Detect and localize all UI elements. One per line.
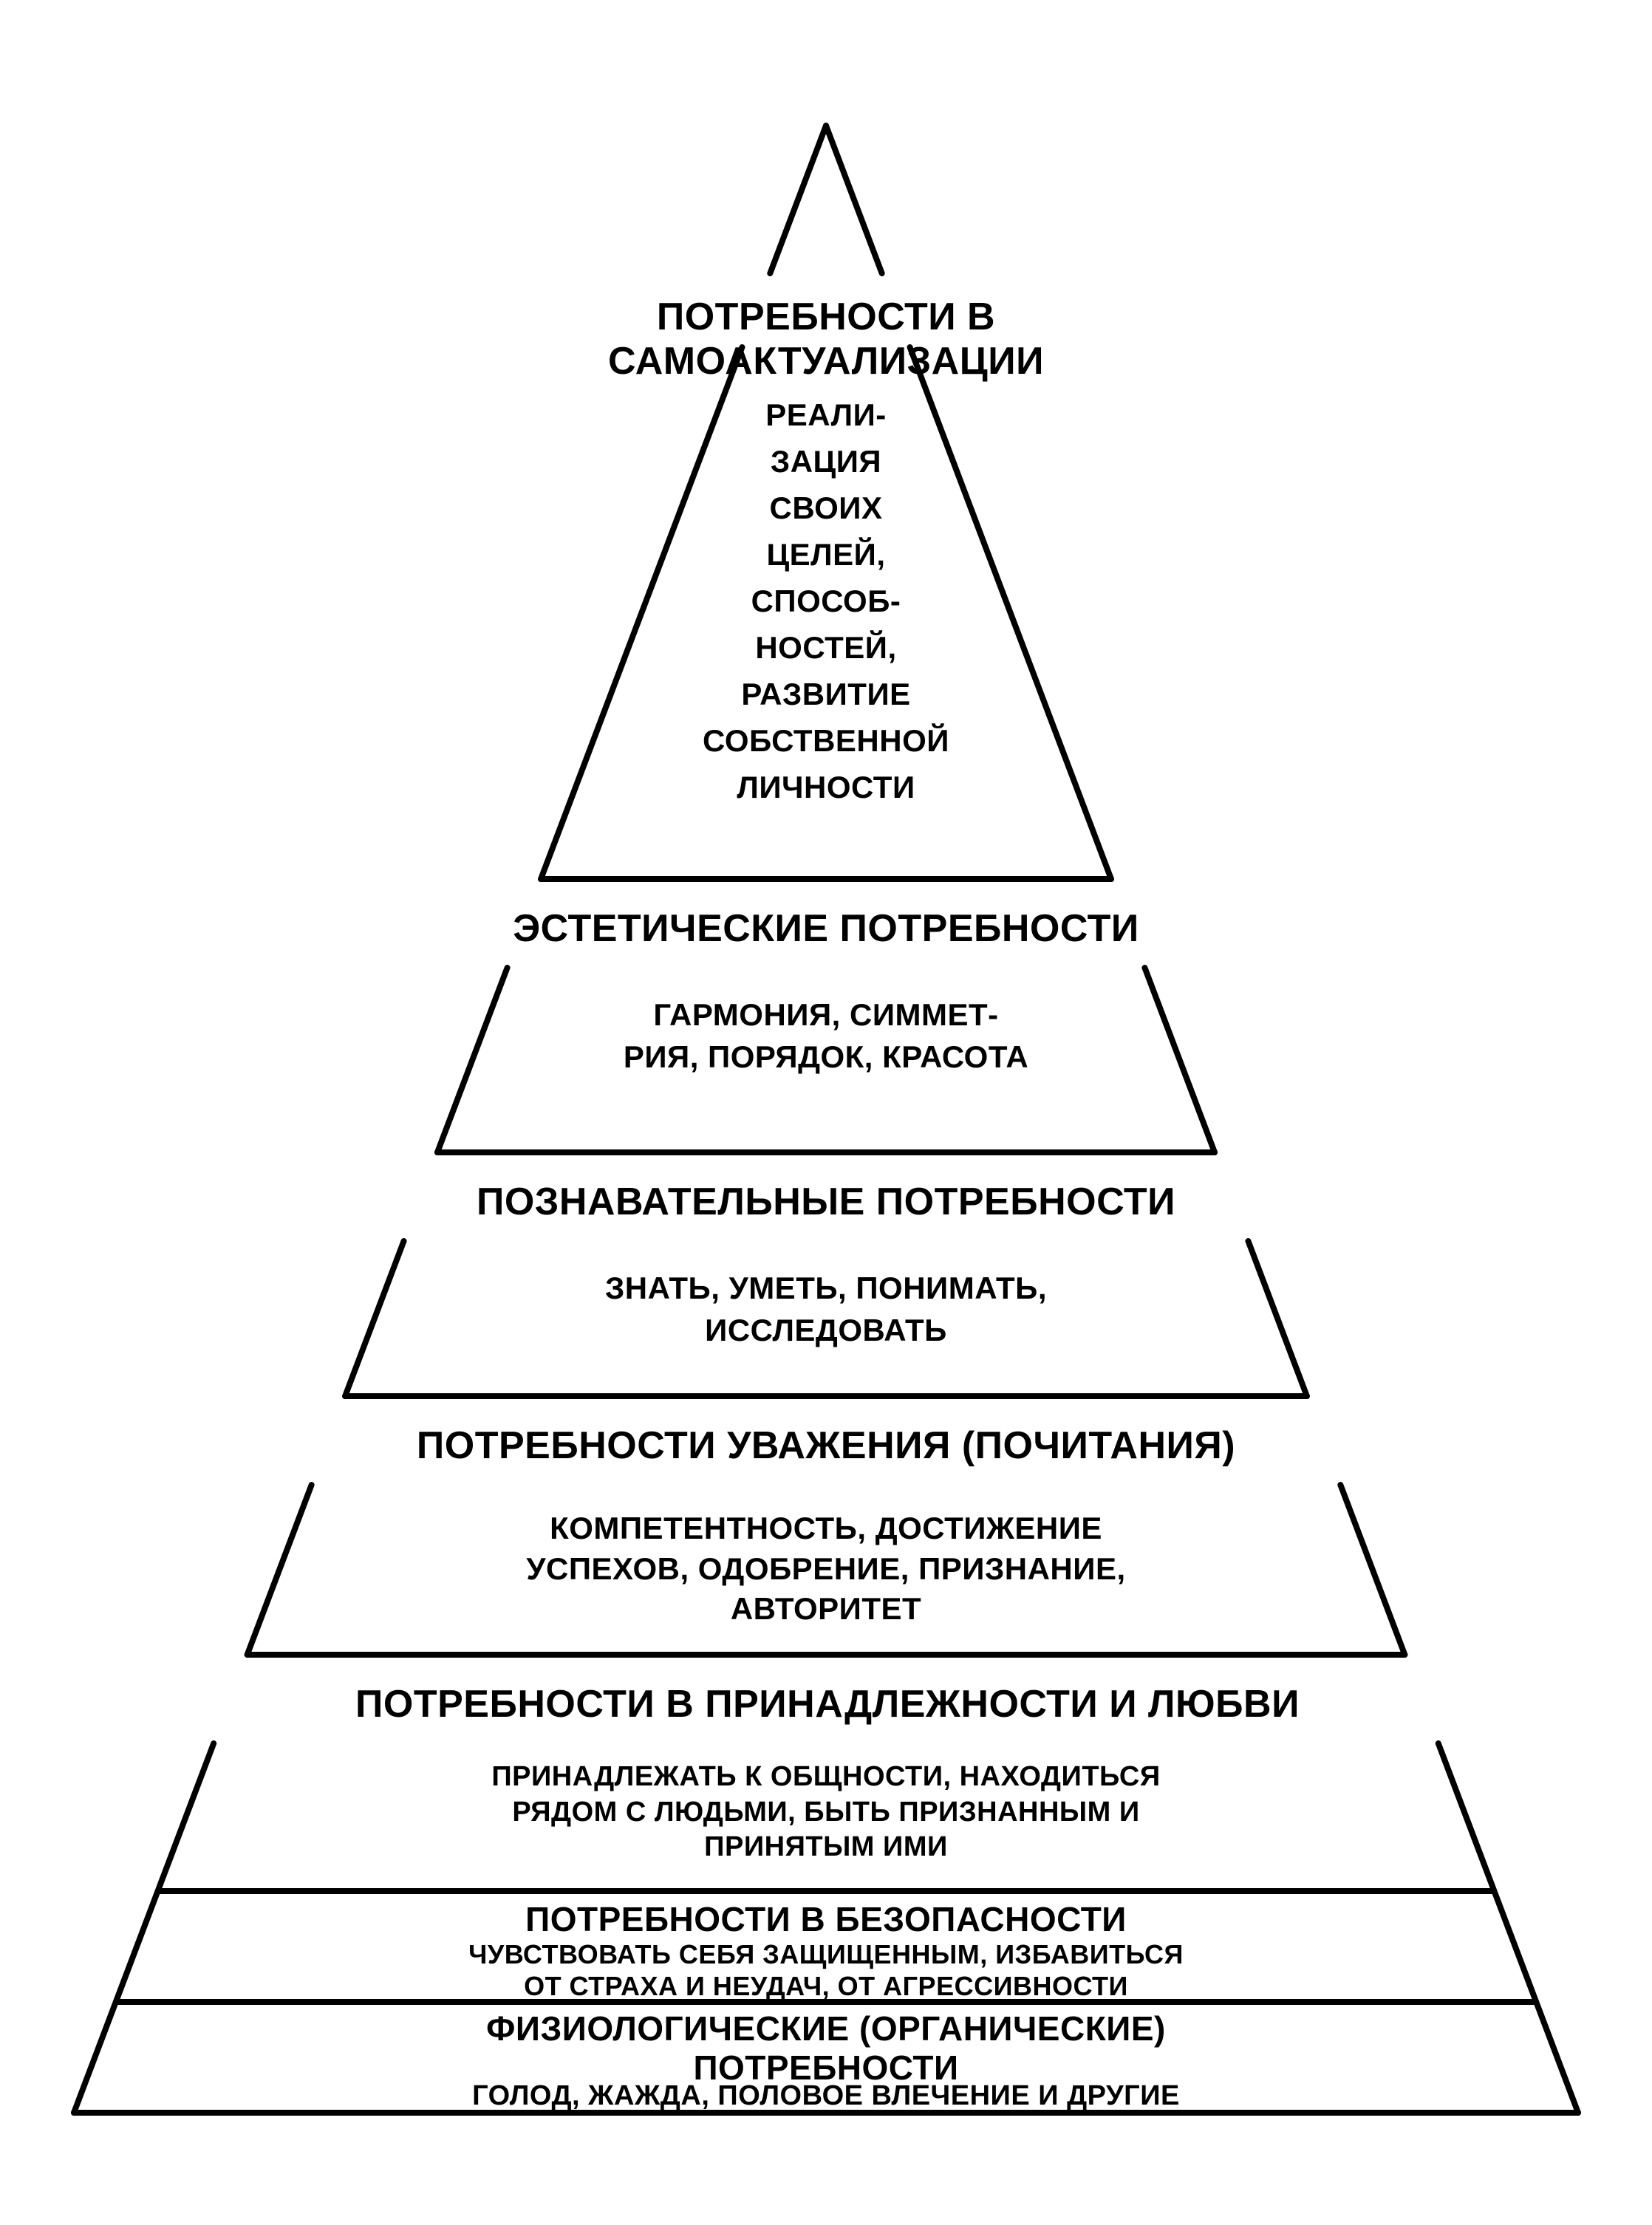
level-1-title: ПОТРЕБНОСТИ В САМОАКТУАЛИЗАЦИИ [562, 295, 1090, 384]
level-5-desc: ПРИНАДЛЕЖАТЬ К ОБЩНОСТИ, НАХОДИТЬСЯ РЯДО… [250, 1760, 1402, 1865]
level-3-desc: ЗНАТЬ, УМЕТЬ, ПОНИМАТЬ, ИССЛЕДОВАТЬ [412, 1268, 1240, 1351]
level-2-title: ЭСТЕТИЧЕСКИЕ ПОТРЕБНОСТИ [331, 907, 1321, 951]
level-7-desc: ГОЛОД, ЖАЖДА, ПОЛОВОЕ ВЛЕЧЕНИЕ И ДРУГИЕ [161, 2080, 1491, 2113]
level-7-title: ФИЗИОЛОГИЧЕСКИЕ (ОРГАНИЧЕСКИЕ) ПОТРЕБНОС… [161, 2009, 1491, 2088]
level-2-desc: ГАРМОНИЯ, СИММЕТ- РИЯ, ПОРЯДОК, КРАСОТА [486, 994, 1166, 1078]
level-5-title: ПОТРЕБНОСТИ В ПРИНАДЛЕЖНОСТИ И ЛЮБВИ [89, 1683, 1566, 1727]
level-4-title: ПОТРЕБНОСТИ УВАЖЕНИЯ (ПОЧИТАНИЯ) [135, 1424, 1517, 1469]
level-4-desc: КОМПЕТЕНТНОСТЬ, ДОСТИЖЕНИЕ УСПЕХОВ, ОДОБ… [338, 1508, 1314, 1630]
maslow-pyramid-page: { "diagram": { "type": "pyramid", "width… [0, 0, 1652, 2225]
level-6-title: ПОТРЕБНОСТИ В БЕЗОПАСНОСТИ [176, 1900, 1476, 1939]
level-6-desc: ЧУВСТВОВАТЬ СЕБЯ ЗАЩИЩЕННЫМ, ИЗБАВИТЬСЯ … [176, 1938, 1476, 2002]
level-3-title: ПОЗНАВАТЕЛЬНЫЕ ПОТРЕБНОСТИ [228, 1180, 1424, 1225]
level-1-desc: РЕАЛИ- ЗАЦИЯ СВОИХ ЦЕЛЕЙ, СПОСОБ- НОСТЕЙ… [627, 392, 1025, 810]
